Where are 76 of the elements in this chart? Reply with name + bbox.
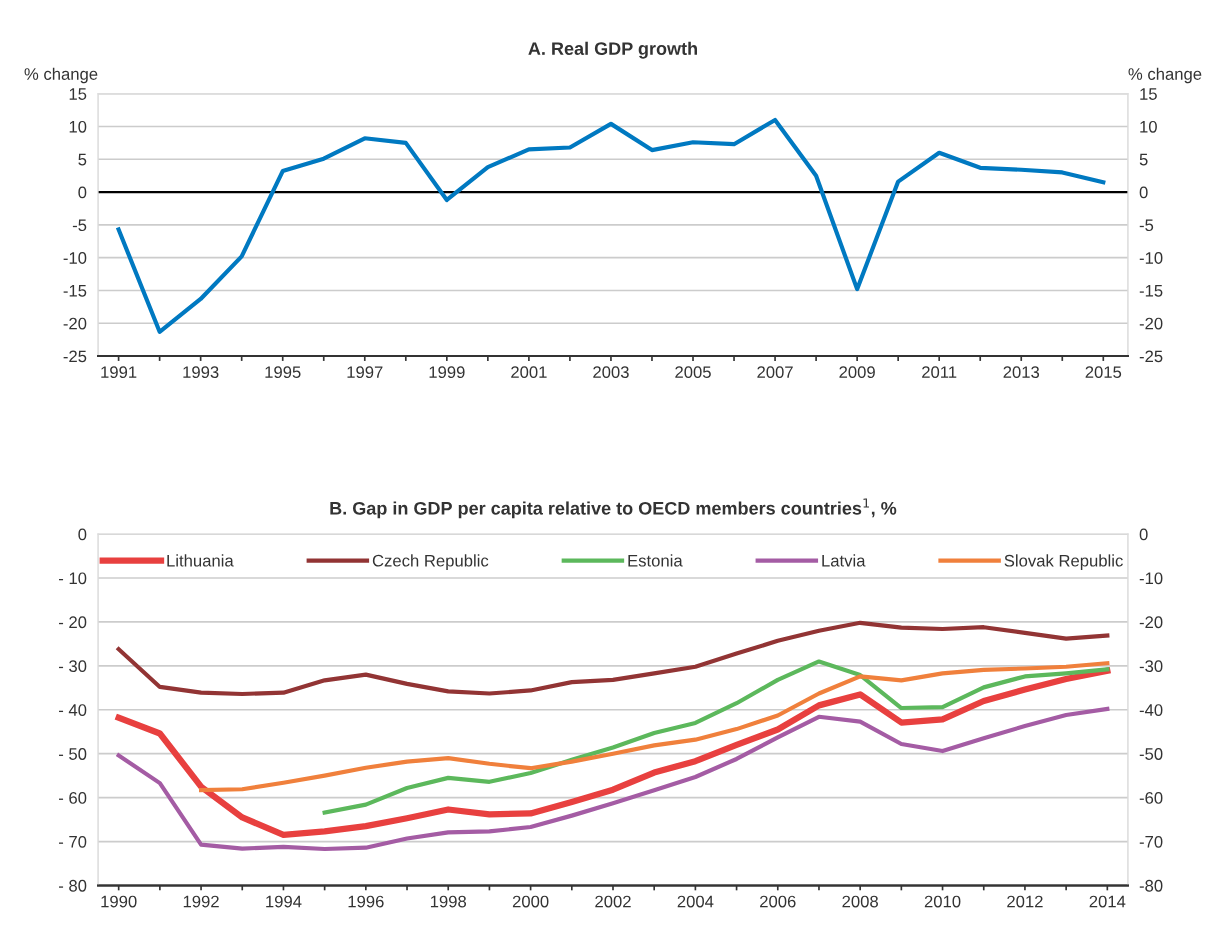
x-tick-label: 1995: [265, 366, 301, 379]
x-tick-label: 2009: [839, 366, 875, 379]
y2-tick-label: 0: [1139, 528, 1148, 541]
x-tick-label: 1993: [183, 366, 219, 379]
y2-axis-title: % change: [1128, 67, 1202, 84]
y-tick-label: -25: [63, 350, 87, 363]
x-tick-label: 1991: [101, 366, 137, 379]
y-tick-label: -20: [63, 317, 87, 330]
x-tick-label: 2015: [1085, 366, 1122, 379]
x-tick-label: 2006: [760, 895, 796, 908]
chart-title: B. Gap in GDP per capita relative to OECD members countries$^{1}$, %: [330, 498, 897, 519]
y2-tick-label: -70: [1139, 835, 1163, 848]
y-tick-label: - 10: [58, 572, 87, 585]
x-tick-label: 2003: [593, 366, 629, 379]
y2-tick-label: -20: [1139, 317, 1163, 330]
y-tick-label: -5: [72, 219, 87, 232]
line-series: [116, 117, 1106, 334]
y2-tick-label: -25: [1139, 350, 1163, 363]
x-tick-label: 2005: [675, 366, 711, 379]
y2-tick-label: 10: [1140, 120, 1157, 133]
legend-label: Lithuania: [167, 554, 234, 567]
x-tick-label: 2008: [842, 895, 878, 908]
y-axis-title: % change: [24, 67, 98, 84]
x-tick-label: 1999: [429, 366, 465, 379]
line-series: [116, 620, 1110, 697]
y-tick-label: - 40: [58, 704, 87, 716]
legend-label: Czech Republic: [372, 554, 489, 570]
y-tick-label: 0: [78, 186, 87, 199]
y2-tick-label: -80: [1139, 879, 1163, 892]
x-tick-label: 1998: [430, 895, 467, 908]
x-tick-label: 2010: [924, 895, 961, 908]
x-tick-label: 2001: [511, 366, 547, 379]
y-tick-label: 10: [69, 120, 87, 133]
line-series: [322, 659, 1110, 815]
x-tick-label: 2000: [512, 895, 549, 908]
y2-tick-label: -5: [1139, 219, 1154, 232]
y-tick-label: - 80: [58, 879, 87, 892]
x-tick-label: 1990: [101, 895, 137, 908]
x-tick-label: 2013: [1003, 366, 1040, 379]
y2-tick-label: 0: [1139, 186, 1148, 199]
y2-tick-label: -50: [1139, 748, 1163, 760]
x-tick-label: 2011: [922, 366, 957, 379]
chart-title: A. Real GDP growth: [528, 41, 697, 59]
y-tick-label: - 50: [58, 748, 87, 760]
y-tick-label: -10: [63, 252, 87, 264]
y2-tick-label: -40: [1139, 704, 1163, 716]
y-tick-label: -15: [63, 285, 87, 297]
y-tick-label: 0: [78, 528, 87, 541]
y2-tick-label: -15: [1139, 285, 1163, 297]
x-tick-label: 1997: [347, 366, 383, 379]
legend-label: Slovak Republic: [1004, 554, 1123, 570]
line-series: [198, 661, 1110, 793]
y-tick-label: - 70: [58, 835, 87, 848]
line-series: [116, 706, 1110, 852]
y2-tick-label: -10: [1139, 572, 1163, 585]
x-tick-label: 1992: [183, 895, 219, 908]
x-tick-label: 1996: [348, 895, 384, 908]
x-tick-label: 2012: [1007, 895, 1043, 908]
x-tick-label: 2014: [1089, 895, 1126, 908]
legend-label: Estonia: [628, 554, 683, 567]
x-tick-label: 1994: [266, 895, 302, 908]
legend-label: Latvia: [822, 554, 866, 567]
x-tick-label: 2004: [677, 895, 714, 908]
x-tick-label: 2007: [757, 366, 793, 379]
y-tick-label: 5: [78, 153, 87, 166]
y2-tick-label: -30: [1139, 660, 1163, 673]
y-tick-label: - 30: [58, 660, 87, 673]
y2-tick-label: -10: [1139, 252, 1163, 264]
y2-tick-label: -60: [1139, 792, 1163, 804]
x-tick-label: 2002: [595, 895, 631, 908]
y2-tick-label: 5: [1139, 153, 1148, 166]
y2-tick-label: -20: [1139, 616, 1163, 629]
y-tick-label: 15: [69, 88, 87, 100]
y2-tick-label: 15: [1140, 88, 1157, 100]
y-tick-label: - 20: [58, 616, 87, 629]
y-tick-label: - 60: [58, 792, 87, 804]
